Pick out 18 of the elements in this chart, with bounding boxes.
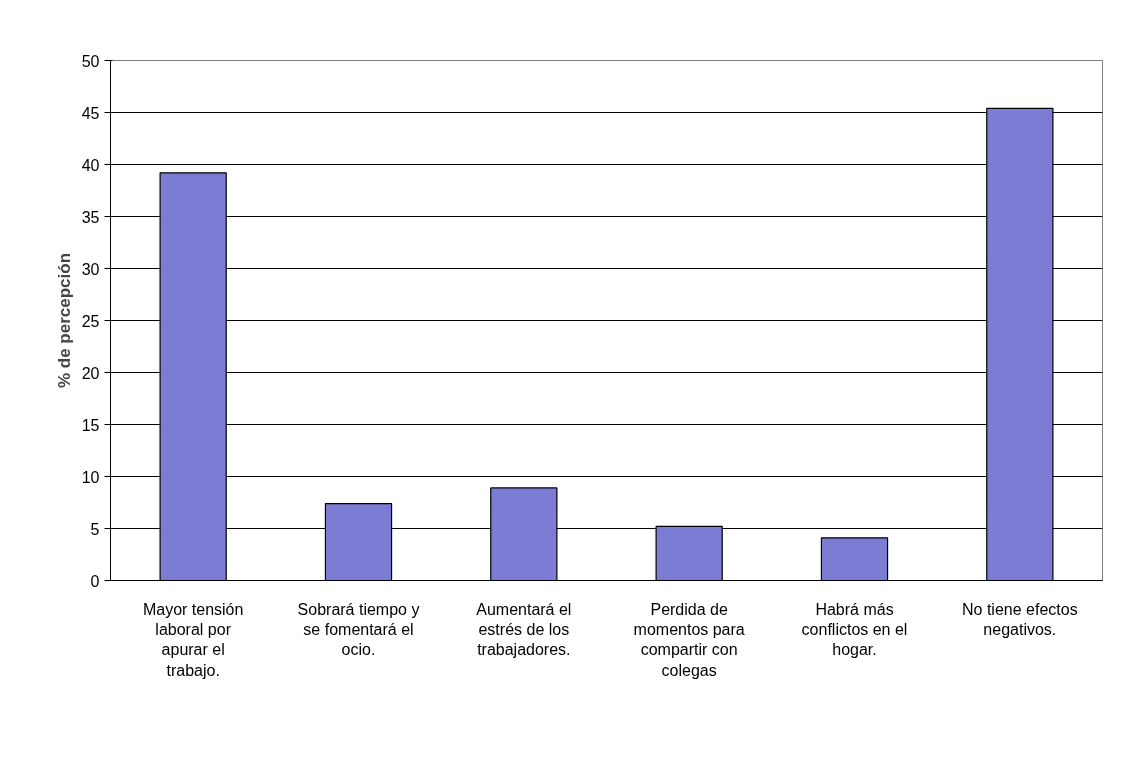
y-tick-label: 25 <box>81 312 100 330</box>
y-tick-label: 40 <box>81 156 100 174</box>
y-tick-label: 35 <box>81 208 100 226</box>
x-tick-label: Perdida de momentos para compartir con colegas <box>633 600 745 679</box>
y-tick-label: 45 <box>81 104 100 122</box>
x-tick-label: Sobrará tiempo y se fomentará el ocio. <box>297 600 420 659</box>
x-tick-label: Aumentará el estrés de los trabajadores. <box>476 600 572 659</box>
y-tick-label: 5 <box>90 520 100 538</box>
x-tick-label: No tiene efectos negativos. <box>962 600 1078 638</box>
x-tick-label: Habrá más conflictos en el hogar. <box>801 600 908 659</box>
y-tick-label: 20 <box>81 364 100 382</box>
y-tick-label: 15 <box>81 416 100 434</box>
y-tick-label: 50 <box>81 52 100 70</box>
y-tick-label: 10 <box>81 468 100 486</box>
y-tick-label: 30 <box>81 260 100 278</box>
y-tick-label: 0 <box>90 572 100 590</box>
x-tick-label: Mayor tensión laboral por apurar el trabajo. <box>142 600 244 679</box>
y-axis-title: % de percepción <box>54 252 74 389</box>
